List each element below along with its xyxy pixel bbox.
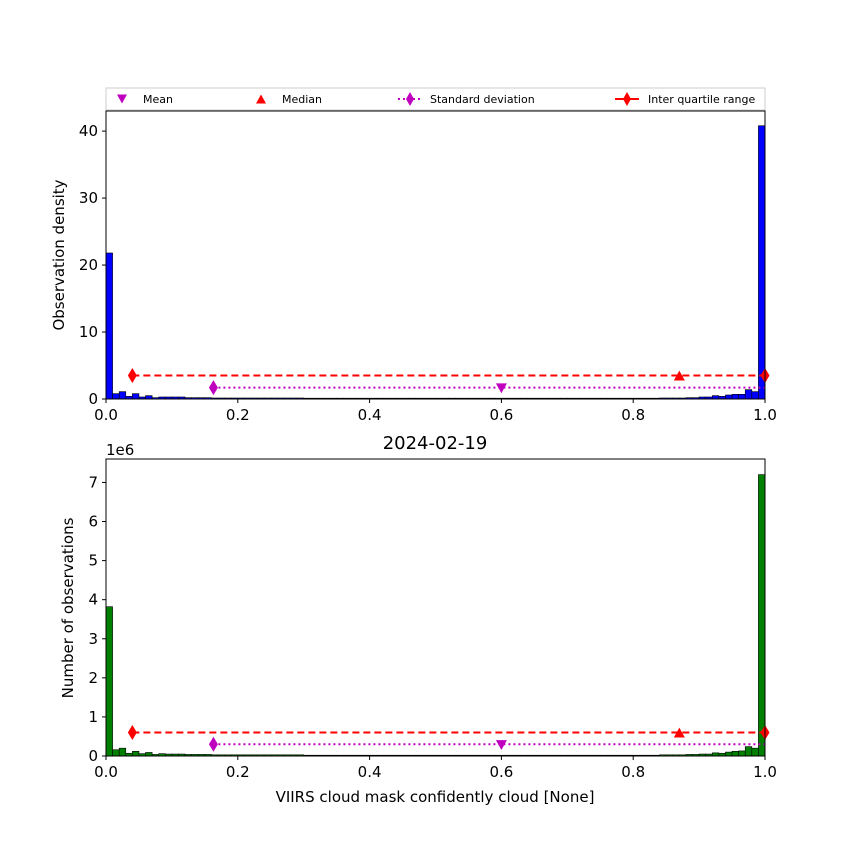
legend-frame	[105, 87, 766, 111]
x-tick-label: 0.0	[94, 406, 118, 424]
legend-std: Standard deviation	[398, 92, 535, 106]
histogram-bar	[725, 751, 733, 757]
median-marker	[673, 370, 685, 381]
x-tick-label: 0.6	[489, 406, 513, 424]
x-tick-label: 0.0	[94, 763, 118, 781]
histogram-bar	[751, 391, 759, 400]
histogram-bar	[744, 389, 753, 400]
x-tick-label: 0.8	[621, 406, 645, 424]
histogram-bar	[744, 746, 753, 757]
top-x-ticks: 0.0 0.2 0.4 0.6 0.8 1.0	[94, 399, 777, 424]
std-endpoint-marker	[208, 736, 218, 752]
legend-mean-marker	[117, 94, 127, 104]
y-tick-label: 30	[79, 189, 98, 207]
histogram-bar	[725, 394, 733, 400]
histogram-bar	[145, 752, 153, 757]
histogram-bar	[112, 393, 120, 400]
x-tick-label: 0.4	[358, 763, 382, 781]
histogram-bar	[738, 394, 746, 400]
histogram-bar	[758, 125, 766, 400]
legend: Mean Median Standard deviation Inter qua…	[105, 87, 766, 111]
x-tick-label: 0.2	[226, 406, 250, 424]
median-marker	[673, 727, 685, 738]
histogram-bar	[731, 394, 739, 400]
y-tick-label: 10	[79, 323, 98, 341]
histogram-bar	[132, 393, 140, 400]
bottom-histogram-panel: 2024-02-19 1e6 0.0 0.2 0.4 0.6 0.8 1.0 0 1 2 3 4 5…	[59, 433, 777, 806]
legend-iqr-label: Inter quartile range	[648, 93, 755, 106]
x-tick-label: 0.6	[489, 763, 513, 781]
y-tick-label: 0	[88, 390, 98, 408]
histogram-bar	[738, 750, 746, 757]
legend-iqr: Inter quartile range	[615, 92, 755, 106]
y-tick-label: 2	[88, 669, 98, 687]
top-histogram-panel: 0.0 0.2 0.4 0.6 0.8 1.0 0 10 20 30 40 Observation…	[50, 110, 777, 424]
y-tick-label: 5	[88, 552, 98, 570]
iqr-endpoint-marker	[127, 725, 137, 741]
mean-marker	[495, 740, 507, 751]
mean-marker	[495, 383, 507, 394]
x-tick-label: 1.0	[753, 406, 777, 424]
y-tick-label: 4	[88, 591, 98, 609]
legend-iqr-marker	[623, 92, 631, 106]
std-endpoint-marker	[208, 380, 218, 396]
y-tick-label: 6	[88, 513, 98, 531]
x-tick-label: 0.8	[621, 763, 645, 781]
y-tick-label: 3	[88, 630, 98, 648]
legend-median-label: Median	[282, 93, 322, 106]
histogram-bar	[118, 747, 127, 757]
histogram-bar	[105, 252, 113, 400]
bottom-axes-frame	[105, 458, 766, 757]
y-tick-label: 1	[88, 708, 98, 726]
bottom-y-axis-label: Number of observations	[59, 517, 77, 698]
y-tick-label: 40	[79, 122, 98, 140]
histogram-bar	[758, 474, 766, 757]
top-y-ticks: 0 10 20 30 40	[79, 122, 106, 408]
legend-mean: Mean	[117, 93, 173, 106]
bottom-y-scale-label: 1e6	[106, 441, 134, 459]
histogram-bar	[751, 747, 759, 757]
x-tick-label: 0.2	[226, 763, 250, 781]
legend-median: Median	[256, 93, 322, 106]
legend-std-marker	[406, 92, 414, 106]
top-y-axis-label: Observation density	[50, 179, 68, 330]
legend-std-label: Standard deviation	[430, 93, 535, 106]
legend-median-marker	[256, 94, 266, 104]
histogram-bar	[105, 606, 113, 757]
legend-mean-label: Mean	[143, 93, 173, 106]
bottom-x-ticks: 0.0 0.2 0.4 0.6 0.8 1.0	[94, 756, 777, 781]
bottom-x-axis-label: VIIRS cloud mask confidently cloud [None…	[276, 788, 595, 806]
histogram-bar	[132, 751, 140, 757]
y-tick-label: 0	[88, 747, 98, 765]
histogram-bar	[112, 749, 120, 757]
histogram-bar	[145, 395, 153, 400]
iqr-endpoint-marker	[127, 368, 137, 384]
bottom-y-ticks: 0 1 2 3 4 5 6 7	[88, 473, 106, 765]
y-tick-label: 20	[79, 256, 98, 274]
y-tick-label: 7	[88, 473, 98, 491]
histogram-bar	[711, 395, 720, 400]
x-tick-label: 1.0	[753, 763, 777, 781]
bottom-chart-title: 2024-02-19	[383, 433, 488, 454]
top-axes-frame	[105, 110, 766, 400]
x-tick-label: 0.4	[358, 406, 382, 424]
histogram-bar	[118, 391, 127, 400]
histogram-bar	[731, 751, 739, 757]
